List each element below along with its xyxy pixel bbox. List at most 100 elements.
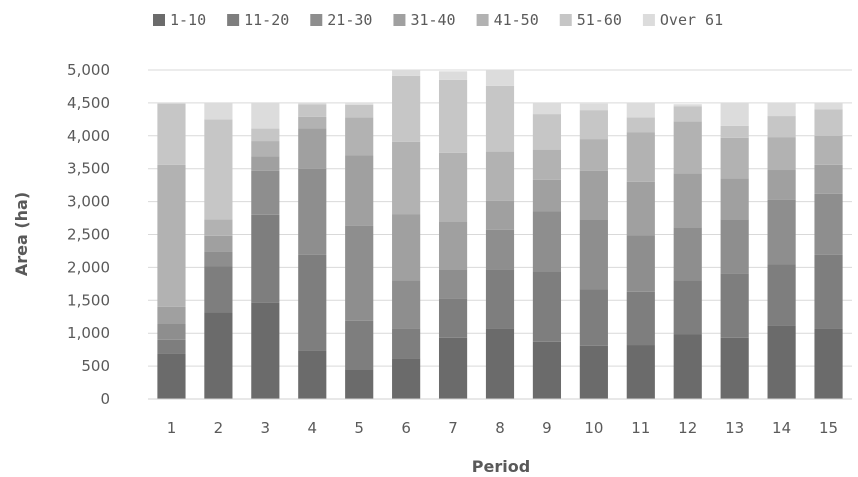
- y-axis-ticks: 0 500 1,000 1,500 2,000 2,500 3,000 3,500 4,000 4…: [67, 61, 110, 408]
- bar-segment-period-9-series-5: [532, 114, 562, 150]
- bar-segment-period-11-series-5: [626, 117, 655, 133]
- bar-segment-period-1-series-2: [157, 323, 186, 340]
- bar-segment-period-5-series-4: [345, 117, 374, 156]
- bar-segment-period-4-series-1: [298, 254, 327, 351]
- bar-segment-period-10-series-1: [579, 289, 608, 346]
- bar-segment-period-4-series-3: [298, 128, 327, 169]
- x-tick-label: 2: [214, 419, 224, 437]
- bar-segment-period-5-series-5: [345, 104, 374, 118]
- y-tick-label: 3,500: [67, 160, 110, 178]
- y-tick-label: 5,000: [67, 61, 110, 79]
- x-tick-label: 7: [448, 419, 458, 437]
- bar-segment-period-15-series-1: [814, 254, 843, 329]
- y-tick-label: 0: [100, 390, 110, 408]
- bar-segment-period-4-series-6: [298, 102, 327, 105]
- bar-segment-period-3-series-6: [251, 102, 280, 129]
- legend-label: Over 61: [660, 11, 723, 29]
- x-tick-label: 6: [401, 419, 411, 437]
- legend: 1-10 11-20 21-30 31-40 41-50 51-60 Over 61: [153, 11, 723, 29]
- bar-segment-period-8-series-1: [485, 269, 515, 329]
- legend-label: 21-30: [327, 11, 372, 29]
- x-tick-label: 9: [542, 419, 552, 437]
- bar-segment-period-12-series-3: [673, 173, 702, 228]
- bar-segment-period-3-series-3: [251, 156, 280, 171]
- bar-segment-period-10-series-2: [579, 219, 608, 290]
- bar-segment-period-9-series-4: [532, 149, 562, 180]
- x-tick-label: 12: [678, 419, 697, 437]
- bar-segment-period-13-series-2: [720, 219, 749, 274]
- bar-segment-period-3-series-2: [251, 170, 280, 215]
- legend-swatch: [642, 14, 655, 26]
- bar-segment-period-14-series-0: [767, 325, 796, 399]
- legend-label: 31-40: [410, 11, 455, 29]
- bar-segment-period-11-series-1: [626, 291, 655, 346]
- bar-segment-period-10-series-0: [579, 345, 608, 399]
- bar-segment-period-8-series-6: [485, 70, 515, 86]
- bar-segment-period-11-series-6: [626, 102, 655, 118]
- legend-label: 41-50: [494, 11, 539, 29]
- bar-segment-period-2-series-1: [204, 266, 233, 313]
- x-axis-title: Period: [472, 457, 530, 476]
- bar-segment-period-14-series-4: [767, 137, 796, 171]
- legend-item: 1-10: [153, 11, 206, 29]
- bar-segment-period-1-series-0: [157, 353, 186, 399]
- bar-segment-period-1-series-3: [157, 306, 186, 324]
- legend-swatch: [310, 14, 323, 26]
- legend-swatch: [393, 14, 406, 26]
- bar-segment-period-6-series-5: [392, 75, 421, 142]
- bar-segment-period-5-series-0: [345, 369, 374, 399]
- bar-segment-period-6-series-1: [392, 328, 421, 359]
- legend-item: Over 61: [642, 11, 723, 29]
- legend-label: 1-10: [170, 11, 206, 29]
- y-tick-label: 2,000: [67, 258, 110, 276]
- x-tick-label: 11: [631, 419, 650, 437]
- legend-swatch: [153, 14, 165, 26]
- bar-segment-period-10-series-3: [579, 170, 608, 220]
- bar-segment-period-7-series-1: [438, 298, 468, 338]
- bar-segment-period-1-series-4: [157, 164, 186, 307]
- bar-segment-period-5-series-2: [345, 225, 374, 321]
- bar-segment-period-15-series-5: [814, 109, 843, 136]
- bar-segment-period-10-series-4: [579, 139, 608, 171]
- bars: [157, 70, 843, 399]
- legend-swatch: [227, 14, 240, 26]
- bar-segment-period-1-series-5: [157, 103, 186, 165]
- bar-segment-period-12-series-4: [673, 121, 702, 174]
- bar-segment-period-11-series-4: [626, 132, 655, 182]
- bar-segment-period-2-series-5: [204, 119, 233, 220]
- bar-segment-period-8-series-4: [485, 151, 515, 201]
- x-tick-label: 3: [261, 419, 271, 437]
- bar-segment-period-8-series-0: [485, 328, 515, 399]
- bar-segment-period-7-series-2: [438, 269, 468, 299]
- bar-segment-period-13-series-6: [720, 102, 749, 126]
- legend-label: 51-60: [577, 11, 622, 29]
- bar-segment-period-7-series-5: [438, 79, 468, 153]
- bar-segment-period-14-series-6: [767, 102, 796, 117]
- bar-segment-period-14-series-2: [767, 199, 796, 265]
- x-tick-label: 13: [725, 419, 744, 437]
- bar-segment-period-4-series-0: [298, 350, 327, 399]
- bar-segment-period-14-series-5: [767, 116, 796, 138]
- bar-segment-period-3-series-0: [251, 302, 280, 399]
- bar-segment-period-4-series-4: [298, 116, 327, 129]
- bar-segment-period-12-series-6: [673, 104, 702, 107]
- bar-segment-period-6-series-3: [392, 214, 421, 281]
- bar-segment-period-2-series-0: [204, 312, 233, 399]
- legend-label: 11-20: [244, 11, 289, 29]
- bar-segment-period-3-series-1: [251, 214, 280, 303]
- bar-segment-period-1-series-1: [157, 339, 186, 354]
- bar-segment-period-4-series-2: [298, 168, 327, 255]
- bar-segment-period-7-series-3: [438, 221, 468, 270]
- y-tick-label: 2,500: [67, 226, 110, 244]
- bar-segment-period-13-series-3: [720, 178, 749, 220]
- bar-segment-period-7-series-0: [438, 337, 468, 399]
- x-tick-label: 10: [584, 419, 603, 437]
- bar-segment-period-14-series-3: [767, 170, 796, 200]
- bar-segment-period-2-series-3: [204, 235, 233, 252]
- bar-segment-period-10-series-6: [579, 103, 608, 111]
- legend-item: 31-40: [393, 11, 456, 29]
- bar-segment-period-12-series-1: [673, 280, 702, 335]
- x-tick-label: 5: [354, 419, 364, 437]
- bar-segment-period-11-series-0: [626, 345, 655, 399]
